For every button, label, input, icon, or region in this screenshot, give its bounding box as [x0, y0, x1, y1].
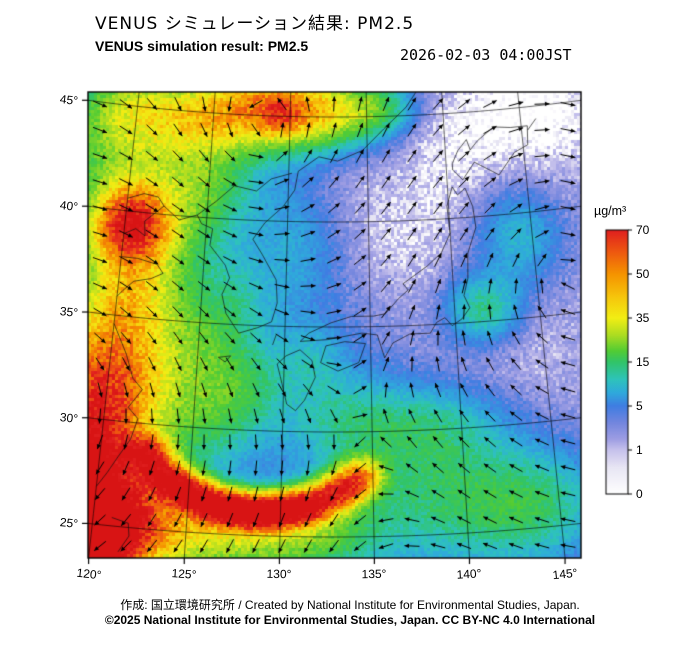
lon-tick-label: 145°	[551, 565, 579, 583]
footer-license: ©2025 National Institute for Environment…	[104, 613, 596, 627]
colorbar-tick-label: 5	[636, 399, 643, 413]
lat-tick-label: 30°	[59, 409, 79, 426]
colorbar-tick-label: 35	[636, 311, 650, 325]
lon-tick-label: 125°	[171, 566, 198, 582]
colorbar-tick-label: 50	[636, 267, 650, 281]
colorbar-tick-label: 70	[636, 223, 650, 237]
colorbar-tick-label: 15	[636, 355, 650, 369]
colorbar-tick-label: 1	[636, 443, 643, 457]
lat-tick-label: 40°	[59, 198, 79, 215]
lon-tick-label: 140°	[456, 566, 483, 582]
lon-tick-label: 120°	[75, 565, 102, 583]
lon-tick-label: 135°	[361, 566, 387, 582]
footer-credit: 作成: 国立環境研究所 / Created by National Instit…	[120, 598, 580, 612]
lon-tick-label: 130°	[266, 566, 292, 582]
colorbar-unit-label: µg/m³	[594, 204, 627, 218]
lat-tick-label: 25°	[59, 515, 79, 532]
lat-tick-label: 35°	[59, 304, 79, 320]
colorbar-tick-label: 0	[636, 487, 643, 501]
lat-tick-label: 45°	[59, 92, 79, 109]
